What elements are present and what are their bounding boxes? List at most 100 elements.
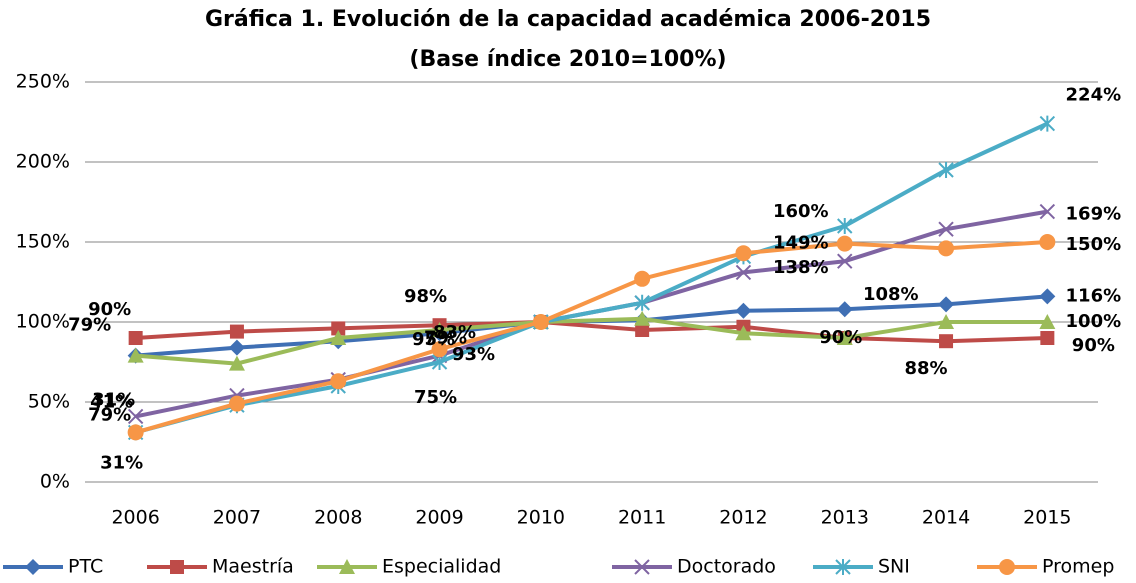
data-label: 169% (1066, 204, 1122, 225)
marker (735, 264, 752, 281)
x-tick-label: 2011 (618, 507, 666, 529)
marker (339, 559, 355, 574)
x-tick-label: 2015 (1023, 507, 1071, 529)
marker (938, 314, 955, 329)
legend-label: SNI (878, 556, 910, 578)
marker (170, 560, 184, 574)
marker (634, 294, 650, 311)
marker (938, 162, 954, 178)
x-tick-label: 2008 (314, 507, 362, 529)
marker (228, 395, 245, 412)
marker (635, 323, 650, 337)
data-label: 31% (92, 389, 135, 410)
legend-label: Promep (1042, 556, 1114, 578)
marker (1039, 288, 1056, 305)
x-tick-label: 2010 (517, 507, 565, 529)
data-label: 90% (819, 327, 862, 348)
data-label: 90% (88, 299, 131, 320)
marker (1039, 203, 1056, 220)
series-line (135, 121, 1049, 435)
marker (938, 240, 955, 257)
marker (634, 559, 650, 575)
marker (836, 301, 853, 318)
legend-item: Maestría (147, 556, 294, 578)
marker (228, 355, 245, 371)
marker (836, 330, 853, 345)
legend-item: SNI (813, 556, 910, 578)
marker (1039, 115, 1056, 132)
y-tick-label: 150% (16, 231, 70, 253)
data-label: 100% (1066, 311, 1122, 332)
data-label: 79% (88, 405, 131, 426)
marker (128, 331, 143, 345)
legend-item: PTC (3, 556, 103, 578)
series-line (135, 316, 1048, 366)
data-label: 150% (1066, 234, 1122, 255)
data-label: 116% (1066, 285, 1122, 306)
legend-item: Doctorado (612, 556, 776, 578)
legend-label: PTC (68, 556, 103, 578)
data-label: 79% (424, 328, 467, 349)
marker (735, 245, 752, 262)
marker (331, 321, 346, 336)
data-label: 88% (905, 358, 948, 379)
y-tick-label: 250% (16, 71, 70, 93)
marker (431, 341, 448, 358)
marker (735, 325, 752, 341)
y-tick-label: 0% (40, 471, 70, 493)
x-tick-label: 2012 (719, 507, 767, 529)
data-label: 138% (773, 257, 829, 278)
data-label: 224% (1066, 85, 1122, 106)
data-label: 108% (863, 284, 919, 305)
legend-item: Promep (977, 556, 1114, 578)
marker (735, 302, 752, 319)
data-label: 160% (773, 201, 829, 222)
data-label: 149% (773, 233, 829, 254)
series-line (135, 320, 1048, 344)
marker (25, 559, 41, 575)
data-label: 75% (414, 387, 457, 408)
data-label: 79% (68, 315, 111, 336)
data-label: 98% (404, 286, 447, 307)
marker (127, 424, 144, 441)
marker (835, 559, 851, 575)
marker (837, 253, 853, 269)
data-label: 31% (100, 452, 143, 473)
x-tick-label: 2006 (111, 507, 159, 529)
marker (228, 339, 245, 356)
marker (939, 334, 954, 349)
marker (1039, 234, 1056, 250)
marker (431, 322, 448, 337)
data-label: 95% (412, 329, 455, 350)
y-tick-label: 200% (16, 151, 70, 173)
marker (999, 559, 1015, 575)
marker (330, 373, 347, 390)
data-label: 90% (1072, 335, 1115, 356)
marker (938, 221, 954, 237)
marker (837, 218, 853, 234)
y-tick-label: 100% (16, 311, 70, 333)
legend-item: Especialidad (317, 556, 501, 578)
marker (127, 347, 144, 363)
x-tick-label: 2009 (415, 507, 463, 529)
data-label: 41% (90, 391, 133, 412)
legend-label: Doctorado (677, 556, 776, 578)
marker (532, 314, 549, 330)
marker (229, 324, 244, 339)
x-tick-label: 2014 (922, 507, 970, 529)
marker (634, 310, 651, 326)
marker (330, 330, 347, 345)
x-tick-label: 2013 (821, 507, 869, 529)
marker (634, 270, 651, 287)
data-label: 93% (452, 344, 495, 365)
chart-title: Gráfica 1. Evolución de la capacidad aca… (205, 7, 931, 32)
marker (1040, 331, 1055, 345)
y-tick-label: 50% (28, 391, 70, 413)
marker (127, 408, 144, 425)
marker (938, 296, 955, 313)
series-line (135, 240, 1048, 435)
legend-label: Maestría (212, 556, 294, 578)
legend-label: Especialidad (382, 556, 501, 578)
marker (836, 235, 853, 252)
data-label: 83% (433, 322, 476, 343)
